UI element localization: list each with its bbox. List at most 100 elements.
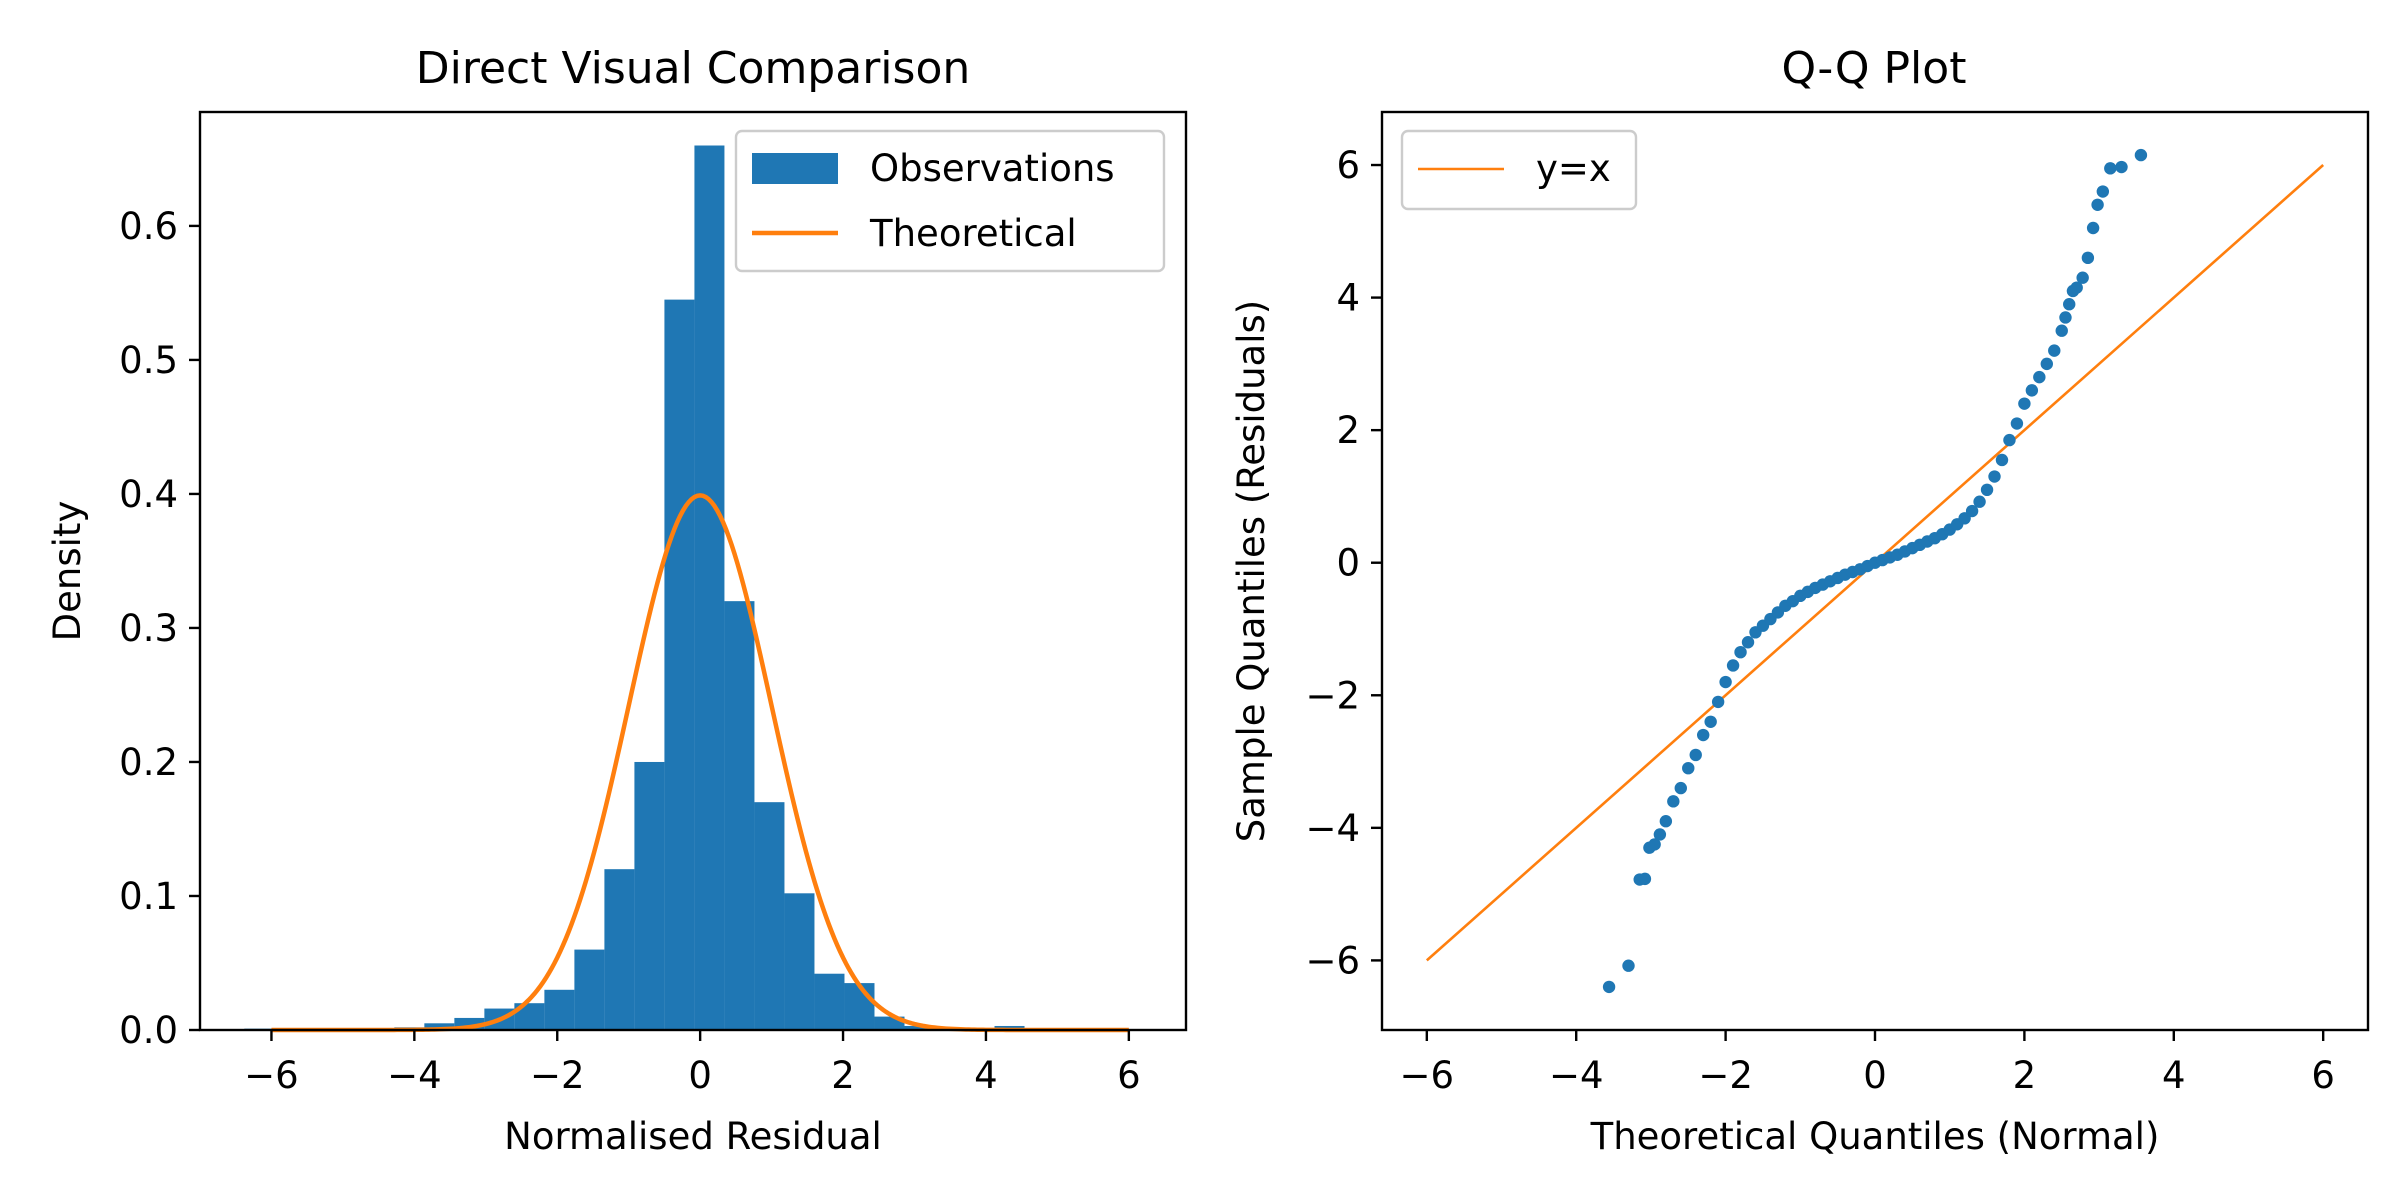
qq-point bbox=[2134, 148, 2148, 162]
qq-legend: y=x bbox=[1400, 129, 1638, 211]
qq-point bbox=[2018, 397, 2031, 410]
qq-point bbox=[1965, 504, 1979, 518]
histogram-bar bbox=[844, 983, 875, 1030]
histogram-axes-frame bbox=[198, 110, 1188, 1032]
y-tick-label: −6 bbox=[1305, 939, 1360, 982]
histogram-bar bbox=[724, 601, 755, 1030]
qq-point bbox=[1719, 675, 1732, 689]
x-tick-label: 0 bbox=[1863, 1054, 1887, 1097]
y-tick-label: 0.5 bbox=[119, 339, 178, 382]
y-tick-label: −4 bbox=[1305, 807, 1360, 850]
legend-swatch-observations bbox=[752, 153, 838, 184]
qq-x-axis: −6 −4 −2 0 2 4 6 bbox=[1400, 1030, 2335, 1097]
qq-point bbox=[2040, 357, 2054, 371]
x-tick-label: −4 bbox=[387, 1054, 442, 1097]
legend-label-y-equals-x: y=x bbox=[1536, 147, 1611, 190]
histogram-x-label: Normalised Residual bbox=[504, 1115, 882, 1158]
histogram-bar bbox=[574, 949, 605, 1030]
qq-point bbox=[1696, 728, 1710, 742]
qq-point bbox=[1689, 748, 1702, 762]
x-tick-label: −6 bbox=[244, 1054, 299, 1097]
qq-y-label: Sample Quantiles (Residuals) bbox=[1230, 300, 1273, 842]
x-tick-label: −2 bbox=[1698, 1054, 1753, 1097]
histogram-bar bbox=[784, 893, 815, 1030]
x-tick-label: 6 bbox=[2311, 1054, 2335, 1097]
qq-point bbox=[1622, 959, 1635, 972]
qq-point bbox=[2104, 162, 2117, 175]
qq-point bbox=[2086, 221, 2100, 235]
qq-point bbox=[2055, 324, 2068, 337]
qq-point bbox=[1741, 636, 1755, 649]
histogram-y-axis: 0.0 0.1 0.2 0.3 0.4 0.5 0.6 bbox=[119, 205, 200, 1052]
qq-points bbox=[1602, 148, 2148, 994]
qq-title: Q-Q Plot bbox=[1782, 43, 1967, 94]
qq-point bbox=[1638, 872, 1652, 886]
qq-panel: Q-Q Plot −6 −4 −2 0 2 4 6 −6 −4 −2 0 2 4 6 Theoretic… bbox=[1230, 43, 2370, 1158]
histogram-title: Direct Visual Comparison bbox=[416, 43, 971, 94]
x-tick-label: 4 bbox=[2162, 1054, 2186, 1097]
y-tick-label: 0.0 bbox=[119, 1009, 178, 1052]
histogram-bars bbox=[244, 145, 1025, 1030]
x-tick-label: 6 bbox=[1117, 1054, 1141, 1097]
y-tick-label: 4 bbox=[1336, 277, 1360, 320]
histogram-bar bbox=[904, 1025, 935, 1030]
qq-point bbox=[2070, 281, 2083, 294]
qq-point bbox=[1648, 838, 1661, 851]
x-tick-label: −4 bbox=[1549, 1054, 1604, 1097]
histogram-legend-box bbox=[734, 129, 1166, 273]
histogram-panel: Direct Visual Comparison −6 −4 −2 0 2 4 6 0.00… bbox=[46, 43, 1188, 1158]
qq-point bbox=[2063, 298, 2076, 311]
legend-label-theoretical: Theoretical bbox=[869, 212, 1077, 255]
qq-point bbox=[2081, 251, 2095, 265]
qq-point bbox=[1602, 980, 1616, 994]
qq-point bbox=[1659, 815, 1673, 828]
x-tick-label: −2 bbox=[530, 1054, 585, 1097]
legend-label-observations: Observations bbox=[870, 147, 1115, 190]
y-tick-label: 2 bbox=[1336, 409, 1360, 452]
qq-y-axis: −6 −4 −2 0 2 4 6 bbox=[1305, 144, 1382, 982]
qq-legend-box bbox=[1400, 129, 1638, 211]
qq-point bbox=[1973, 495, 1986, 508]
qq-point bbox=[2010, 417, 2024, 430]
histogram-bar bbox=[814, 973, 845, 1030]
histogram-bar bbox=[544, 989, 575, 1030]
histogram-bar bbox=[424, 1023, 455, 1030]
histogram-bar bbox=[634, 761, 665, 1030]
qq-axes-frame bbox=[1380, 110, 2370, 1032]
histogram-bar bbox=[604, 869, 635, 1030]
qq-point bbox=[2091, 198, 2104, 211]
y-tick-label: 0.1 bbox=[119, 875, 178, 918]
qq-point bbox=[1711, 695, 1725, 709]
qq-point bbox=[1704, 715, 1717, 728]
qq-point bbox=[2059, 311, 2072, 324]
qq-point bbox=[2115, 160, 2128, 174]
qq-point bbox=[1674, 781, 1687, 795]
qq-point bbox=[2076, 271, 2089, 284]
x-tick-label: 2 bbox=[831, 1054, 855, 1097]
y-tick-label: 0.4 bbox=[119, 473, 178, 516]
x-tick-label: −6 bbox=[1400, 1054, 1455, 1097]
y-tick-label: 6 bbox=[1336, 144, 1360, 187]
histogram-bar bbox=[754, 802, 785, 1030]
qq-point bbox=[1980, 483, 1994, 497]
x-tick-label: 4 bbox=[974, 1054, 998, 1097]
qq-x-label: Theoretical Quantiles (Normal) bbox=[1590, 1115, 2160, 1158]
qq-point bbox=[1988, 470, 2001, 483]
y-tick-label: 0.6 bbox=[119, 205, 178, 248]
y-tick-label: −2 bbox=[1305, 674, 1360, 717]
qq-point bbox=[2003, 433, 2016, 447]
qq-point bbox=[1995, 453, 2009, 467]
histogram-bar bbox=[694, 145, 725, 1030]
qq-point bbox=[1667, 795, 1680, 808]
qq-point bbox=[1653, 828, 1667, 841]
qq-point bbox=[2033, 370, 2046, 384]
histogram-y-label: Density bbox=[46, 501, 89, 642]
qq-point bbox=[2025, 384, 2039, 397]
y-tick-label: 0.2 bbox=[119, 741, 178, 784]
y-tick-label: 0 bbox=[1336, 542, 1360, 585]
x-tick-label: 2 bbox=[2013, 1054, 2037, 1097]
histogram-x-axis: −6 −4 −2 0 2 4 6 bbox=[244, 1030, 1141, 1097]
histogram-bar bbox=[664, 299, 695, 1030]
y-tick-label: 0.3 bbox=[119, 607, 178, 650]
